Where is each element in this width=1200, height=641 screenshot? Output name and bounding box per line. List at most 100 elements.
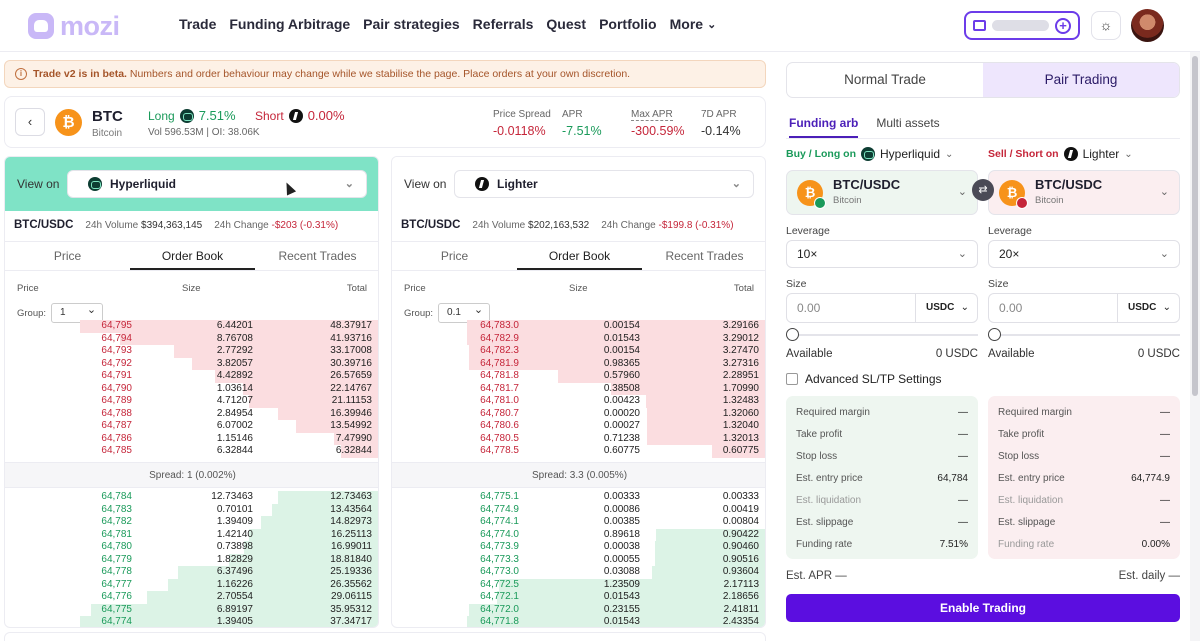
ask-row[interactable]: 64,794 8.76708 41.93716 [5, 332, 378, 345]
checkbox[interactable] [786, 373, 798, 385]
bid-row[interactable]: 64,773.3 0.00055 0.90516 [392, 553, 765, 566]
long-unit-select[interactable]: USDC ⌄ [915, 294, 977, 322]
tab-pair-trading[interactable]: Pair Trading [983, 63, 1179, 97]
avatar[interactable] [1131, 9, 1164, 42]
short-leg-header[interactable]: Sell / Short on Lighter ⌄ [988, 146, 1180, 162]
short-size-slider[interactable] [988, 328, 1180, 342]
tab-multi-assets[interactable]: Multi assets [876, 116, 940, 130]
long-size-input[interactable]: 0.00 USDC ⌄ [786, 293, 978, 323]
slider-track[interactable] [1001, 334, 1180, 336]
bid-row[interactable]: 64,772.5 1.23509 2.17113 [392, 578, 765, 591]
nav-referrals[interactable]: Referrals [472, 16, 534, 32]
tab-order-book[interactable]: Order Book [130, 242, 255, 270]
page-scrollbar[interactable] [1190, 52, 1200, 641]
bid-row[interactable]: 64,774.9 0.00086 0.00419 [392, 504, 765, 517]
bid-row[interactable]: 64,771.8 0.01543 2.43354 [392, 616, 765, 627]
back-button[interactable]: ‹ [15, 108, 45, 136]
ask-row[interactable]: 64,785 6.32844 6.32844 [5, 445, 378, 458]
bid-row[interactable]: 64,779 1.82829 18.81840 [5, 553, 378, 566]
swap-sides-icon[interactable]: ⇄ [972, 179, 994, 201]
row-price: 64,773.0 [480, 566, 519, 577]
summary-label: Take profit [998, 429, 1045, 440]
summary-row: Funding rate 7.51% [796, 534, 968, 556]
enable-trading-button[interactable]: Enable Trading [786, 594, 1180, 622]
ask-row[interactable]: 64,787 6.07002 13.54992 [5, 420, 378, 433]
short-leverage-value: 20× [999, 247, 1020, 261]
advanced-sltp-toggle[interactable]: Advanced SL/TP Settings [786, 372, 942, 386]
tab-funding-arb[interactable]: Funding arb [789, 116, 859, 138]
ask-row[interactable]: 64,792 3.82057 30.39716 [5, 357, 378, 370]
market-header: ‹ ₿ BTC Bitcoin Long 7.51% Short 0.00% Vol… [4, 96, 766, 148]
bid-row[interactable]: 64,774.1 0.00385 0.00804 [392, 516, 765, 529]
bid-row[interactable]: 64,775.1 0.00333 0.00333 [392, 491, 765, 504]
nav-portfolio[interactable]: Portfolio [599, 16, 657, 32]
ask-row[interactable]: 64,780.7 0.00020 1.32060 [392, 407, 765, 420]
ask-row[interactable]: 64,789 4.71207 21.11153 [5, 395, 378, 408]
tab-price[interactable]: Price [440, 249, 469, 263]
long-size-slider[interactable] [786, 328, 978, 342]
group-select[interactable]: 1 [51, 301, 104, 323]
short-leverage-select[interactable]: 20× ⌄ [988, 240, 1180, 268]
summary-value: 64,784 [937, 473, 968, 484]
bid-row[interactable]: 64,784 12.73463 12.73463 [5, 491, 378, 504]
slider-track[interactable] [799, 334, 978, 336]
tab-price[interactable]: Price [53, 249, 82, 263]
ask-row[interactable]: 64,780.6 0.00027 1.32040 [392, 420, 765, 433]
bid-row[interactable]: 64,773.9 0.00038 0.90460 [392, 541, 765, 554]
nav-trade[interactable]: Trade [179, 16, 217, 32]
ask-row[interactable]: 64,781.7 0.38508 1.70990 [392, 382, 765, 395]
ask-row[interactable]: 64,783.0 0.00154 3.29166 [392, 320, 765, 333]
ask-row[interactable]: 64,781.9 0.98365 3.27316 [392, 357, 765, 370]
group-select[interactable]: 0.1 [438, 301, 491, 323]
bid-row[interactable]: 64,774.0 0.89618 0.90422 [392, 528, 765, 541]
bid-row[interactable]: 64,777 1.16226 26.35562 [5, 578, 378, 591]
short-size-input[interactable]: 0.00 USDC ⌄ [988, 293, 1180, 323]
bid-row[interactable]: 64,774 1.39405 37.34717 [5, 616, 378, 627]
exchange-select[interactable]: Lighter ⌄ [454, 170, 754, 198]
add-funds-icon[interactable]: + [1055, 17, 1071, 34]
long-leverage-select[interactable]: 10× ⌄ [786, 240, 978, 268]
theme-toggle-button[interactable]: ☼ [1091, 11, 1121, 40]
tab-recent-trades[interactable]: Recent Trades [278, 249, 357, 263]
bid-row[interactable]: 64,776 2.70554 29.06115 [5, 591, 378, 604]
ask-row[interactable]: 64,782.9 0.01543 3.29012 [392, 332, 765, 345]
summary-row: Stop loss — [796, 446, 968, 468]
ask-row[interactable]: 64,795 6.44201 48.37917 [5, 320, 378, 333]
ask-row[interactable]: 64,781.8 0.57960 2.28951 [392, 370, 765, 383]
ask-row[interactable]: 64,788 2.84954 16.39946 [5, 407, 378, 420]
bid-row[interactable]: 64,781 1.42140 16.25113 [5, 528, 378, 541]
ask-row[interactable]: 64,778.5 0.60775 0.60775 [392, 445, 765, 458]
ask-row[interactable]: 64,791 4.42892 26.57659 [5, 370, 378, 383]
nav-pair-strategies[interactable]: Pair strategies [363, 16, 460, 32]
slider-handle[interactable] [786, 328, 799, 341]
tab-recent-trades[interactable]: Recent Trades [665, 249, 744, 263]
bid-row[interactable]: 64,772.0 0.23155 2.41811 [392, 603, 765, 616]
bid-row[interactable]: 64,773.0 0.03088 0.93604 [392, 566, 765, 579]
short-asset-select[interactable]: ₿ BTC/USDC Bitcoin ⌄ [988, 170, 1180, 215]
long-leg-header[interactable]: Buy / Long on Hyperliquid ⌄ [786, 146, 978, 162]
brand-logo[interactable]: mozi [28, 11, 150, 41]
tab-order-book[interactable]: Order Book [517, 242, 642, 270]
ask-row[interactable]: 64,790 1.03614 22.14767 [5, 382, 378, 395]
ask-row[interactable]: 64,780.5 0.71238 1.32013 [392, 432, 765, 445]
bid-row[interactable]: 64,772.1 0.01543 2.18656 [392, 591, 765, 604]
nav-quest[interactable]: Quest [546, 16, 587, 32]
bid-row[interactable]: 64,778 6.37496 25.19336 [5, 566, 378, 579]
nav-more[interactable]: More ⌄ [670, 16, 717, 32]
tab-normal-trade[interactable]: Normal Trade [844, 72, 926, 87]
bid-row[interactable]: 64,782 1.39409 14.82973 [5, 516, 378, 529]
ask-row[interactable]: 64,782.3 0.00154 3.27470 [392, 345, 765, 358]
ask-row[interactable]: 64,786 1.15146 7.47990 [5, 432, 378, 445]
slider-handle[interactable] [988, 328, 1001, 341]
short-unit-select[interactable]: USDC ⌄ [1117, 294, 1179, 322]
wallet-button[interactable]: + [964, 11, 1080, 40]
bid-row[interactable]: 64,783 0.70101 13.43564 [5, 503, 378, 516]
bid-row[interactable]: 64,780 0.73898 16.99011 [5, 541, 378, 554]
nav-funding-arbitrage[interactable]: Funding Arbitrage [229, 16, 351, 32]
bid-row[interactable]: 64,775 6.89197 35.95312 [5, 603, 378, 616]
metric-max-apr[interactable]: Max APR -300.59% [631, 109, 685, 138]
long-asset-select[interactable]: ₿ BTC/USDC Bitcoin ⌄ [786, 170, 978, 215]
ask-row[interactable]: 64,793 2.77292 33.17008 [5, 345, 378, 358]
exchange-select[interactable]: Hyperliquid ⌄ [67, 170, 367, 198]
ask-row[interactable]: 64,781.0 0.00423 1.32483 [392, 395, 765, 408]
